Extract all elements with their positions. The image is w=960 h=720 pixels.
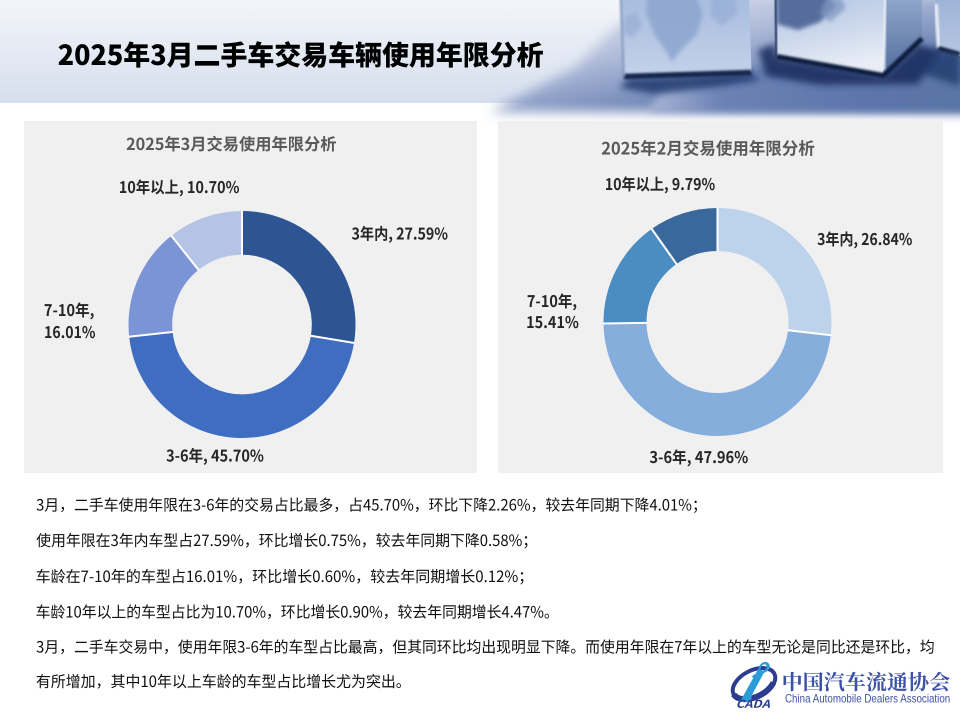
svg-text:China Automobile Dealers Assoc: China Automobile Dealers Association <box>785 693 950 706</box>
